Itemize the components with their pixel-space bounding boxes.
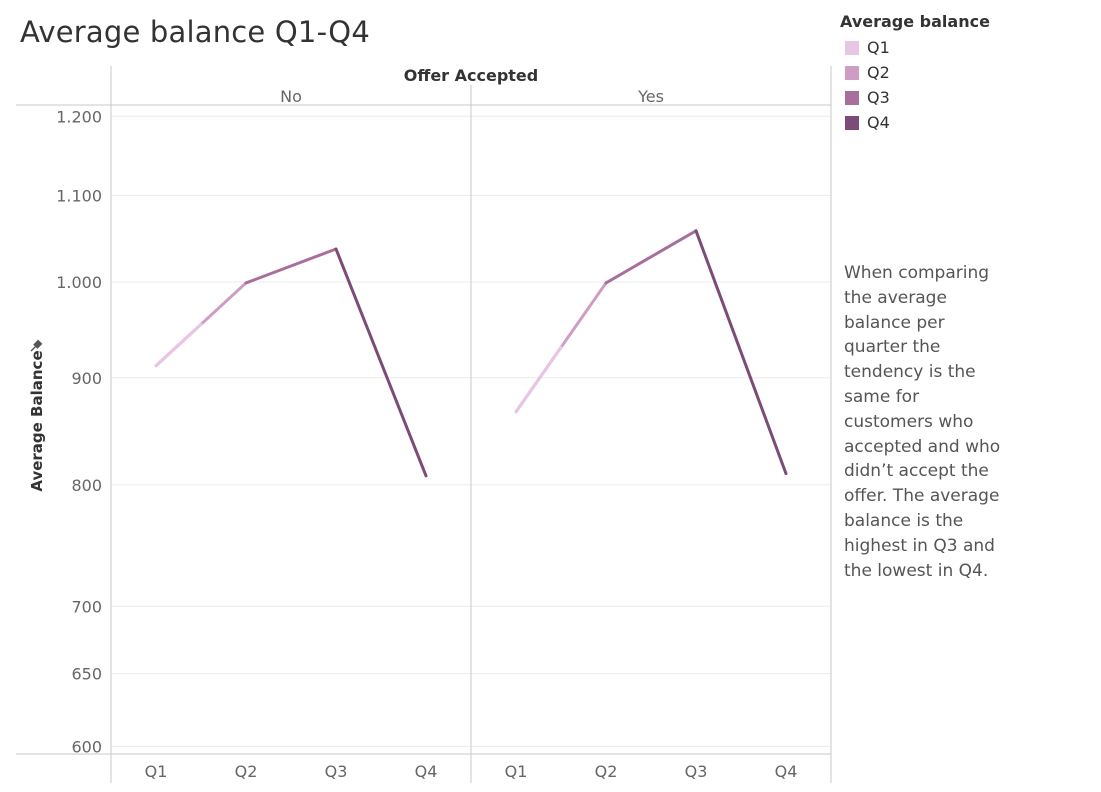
legend-item-q3[interactable]: Q3 [840,85,1090,110]
y-tick-label-600: 600 [71,737,102,756]
x-tick-label-no-q1: Q1 [145,762,168,781]
panel-label-no: No [280,87,302,106]
legend-swatch-q1 [845,40,859,55]
x-tick-label-no-q3: Q3 [325,762,348,781]
legend-swatch-q2 [845,65,859,80]
column-header: Offer Accepted [404,66,538,85]
y-tick-label-1.100: 1.100 [56,186,102,205]
y-axis-label: Average Balance [28,350,46,491]
line-segment-yes-q3-q4 [694,229,788,476]
y-tick-label-900: 900 [71,369,102,388]
legend-swatch-q4 [845,115,859,130]
chart-title: Average balance Q1-Q4 [20,15,370,49]
legend[interactable]: Average balance Q1 Q2 Q3 Q4 [840,12,1090,135]
panel-label-yes: Yes [637,87,664,106]
line-segment-no-q2-q3 [244,247,338,285]
y-tick-label-650: 650 [71,665,102,684]
pin-icon-needle [30,346,36,352]
pin-icon-head [33,339,43,349]
legend-title: Average balance [840,12,990,31]
pin-icon [30,339,43,352]
legend-item-q1[interactable]: Q1 [840,35,1090,60]
legend-swatch-q3 [845,90,859,105]
line-segment-yes-q2-q3 [604,229,698,285]
line-segment-start-no-q1 [154,322,203,368]
x-tick-label-yes-q2: Q2 [595,762,618,781]
x-tick-label-yes-q4: Q4 [775,762,798,781]
y-tick-label-1.000: 1.000 [56,273,102,292]
legend-label-q3: Q3 [867,88,890,107]
x-tick-label-no-q4: Q4 [415,762,438,781]
annotation-text: When comparing the average balance per q… [844,263,1001,581]
legend-item-q2[interactable]: Q2 [840,60,1090,85]
x-tick-label-yes-q1: Q1 [505,762,528,781]
x-tick-label-no-q2: Q2 [235,762,258,781]
legend-label-q1: Q1 [867,38,890,57]
legend-label-q4: Q4 [867,113,890,132]
line-segment-no-q3-q4 [334,247,428,478]
y-tick-label-800: 800 [71,476,102,495]
legend-item-q4[interactable]: Q4 [840,110,1090,135]
legend-label-q2: Q2 [867,63,890,82]
line-segment-start-yes-q1 [514,345,563,414]
x-tick-label-yes-q3: Q3 [685,762,708,781]
y-tick-label-700: 700 [71,597,102,616]
y-tick-label-1.200: 1.200 [56,107,102,126]
